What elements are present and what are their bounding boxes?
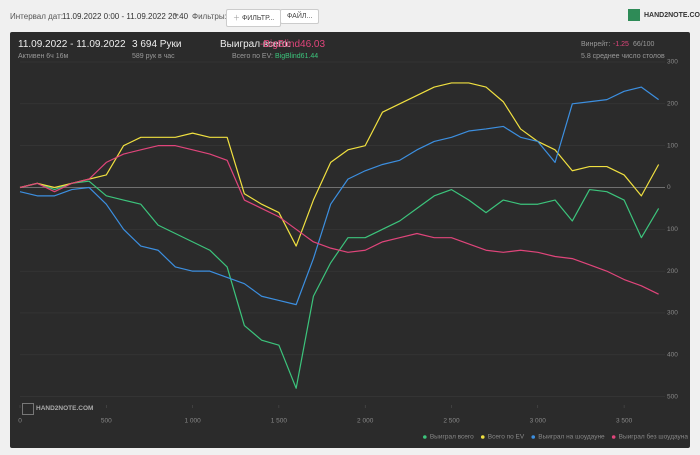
hands: 3 694 Руки bbox=[132, 39, 182, 50]
file-button-text: ФАЙЛ... bbox=[287, 13, 313, 20]
period: 11.09.2022 - 11.09.2022 bbox=[18, 39, 126, 50]
series-line bbox=[19, 180, 660, 389]
legend-label: Выиграл без шоудауна bbox=[619, 433, 689, 441]
x-tick-label: 3 500 bbox=[616, 418, 633, 425]
x-tick-label: 1 500 bbox=[271, 418, 288, 425]
legend-label: Выиграл на шоудауне bbox=[538, 434, 605, 441]
watermark: HAND2NOTE.COM bbox=[36, 405, 94, 412]
chart-panel: 11.09.2022 - 11.09.2022 Активен 6ч 16м 3… bbox=[10, 32, 690, 448]
legend-marker bbox=[423, 435, 427, 439]
watermark-icon bbox=[22, 403, 34, 415]
filter-button[interactable]: ＋ ФИЛЬТР... bbox=[226, 9, 282, 27]
logo-icon bbox=[628, 9, 640, 21]
avg-tables: 5.8 среднее число столов bbox=[581, 53, 665, 60]
y-tick-label: 400 bbox=[667, 352, 678, 359]
x-tick-label: 0 bbox=[18, 418, 22, 425]
logo-text: HAND2NOTE.COM bbox=[644, 12, 700, 19]
dropdown-arrow[interactable]: ▾ bbox=[174, 11, 179, 20]
series-line bbox=[19, 82, 660, 247]
series-line bbox=[19, 86, 659, 306]
active-time: Активен 6ч 16м bbox=[18, 53, 69, 60]
y-tick-label: 200 bbox=[667, 268, 678, 275]
y-tick-label: 500 bbox=[667, 393, 678, 400]
legend-label: Выиграл всего bbox=[430, 434, 474, 441]
date-range[interactable]: 11.09.2022 0:00 - 11.09.2022 20:40 bbox=[62, 12, 189, 21]
x-tick-label: 2 000 bbox=[357, 418, 374, 425]
x-tick-label: 3 000 bbox=[530, 418, 547, 425]
legend-marker bbox=[611, 435, 616, 439]
hands-per-hour: 589 рук в час bbox=[132, 53, 175, 60]
file-button[interactable]: ФАЙЛ... bbox=[280, 9, 320, 24]
won-total-label: Выиграл всего: bbox=[220, 39, 291, 50]
y-tick-label: 0 bbox=[667, 184, 671, 191]
x-tick-label: 500 bbox=[101, 418, 112, 425]
filters-label: Фильтры: bbox=[192, 12, 227, 21]
winrate-label: Винрейт: bbox=[581, 41, 611, 48]
y-tick-label: 300 bbox=[667, 59, 678, 66]
plus-icon: ＋ bbox=[233, 15, 242, 22]
legend-label: Всего по EV bbox=[488, 434, 525, 441]
legend-marker bbox=[480, 435, 485, 439]
ev-value: BigBlind61.44 bbox=[275, 53, 319, 60]
y-tick-label: 300 bbox=[667, 310, 678, 317]
legend-marker bbox=[531, 435, 536, 439]
ev-label: Всего по EV: bbox=[232, 53, 273, 60]
x-tick-label: 2 500 bbox=[443, 418, 460, 425]
y-tick-label: 100 bbox=[667, 142, 678, 149]
series-line bbox=[19, 145, 659, 295]
date-label: Интервал дат: bbox=[10, 12, 63, 21]
winrate-unit: 66/100 bbox=[633, 41, 655, 48]
winrate-value: -1.25 bbox=[613, 41, 629, 48]
won-total-value: -BigBlind46.03 bbox=[260, 39, 326, 50]
y-tick-label: 100 bbox=[667, 226, 678, 233]
x-tick-label: 1 000 bbox=[184, 418, 201, 425]
y-tick-label: 200 bbox=[667, 101, 678, 108]
filter-button-text: ФИЛЬТР... bbox=[241, 15, 275, 22]
